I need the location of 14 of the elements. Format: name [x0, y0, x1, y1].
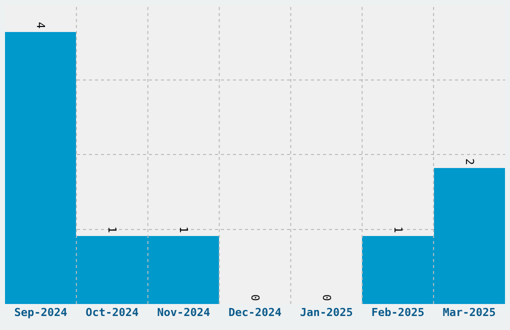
data-label: 2 — [463, 158, 476, 165]
data-label: 0 — [320, 294, 333, 301]
data-label: 1 — [106, 226, 118, 233]
x-tick-label: Sep-2024 — [14, 306, 68, 319]
x-tick-label: Oct-2024 — [86, 306, 140, 319]
x-tick-label: Feb-2025 — [371, 306, 424, 319]
x-tick-label: Jan-2025 — [300, 306, 353, 319]
data-label: 1 — [177, 226, 190, 233]
x-tick-label: Nov-2024 — [157, 306, 210, 319]
x-tick-label: Mar-2025 — [442, 306, 496, 319]
data-label: 1 — [392, 226, 404, 233]
data-label: 4 — [34, 22, 47, 29]
data-label: 0 — [248, 294, 262, 301]
x-tick-label: Dec-2024 — [228, 306, 282, 319]
